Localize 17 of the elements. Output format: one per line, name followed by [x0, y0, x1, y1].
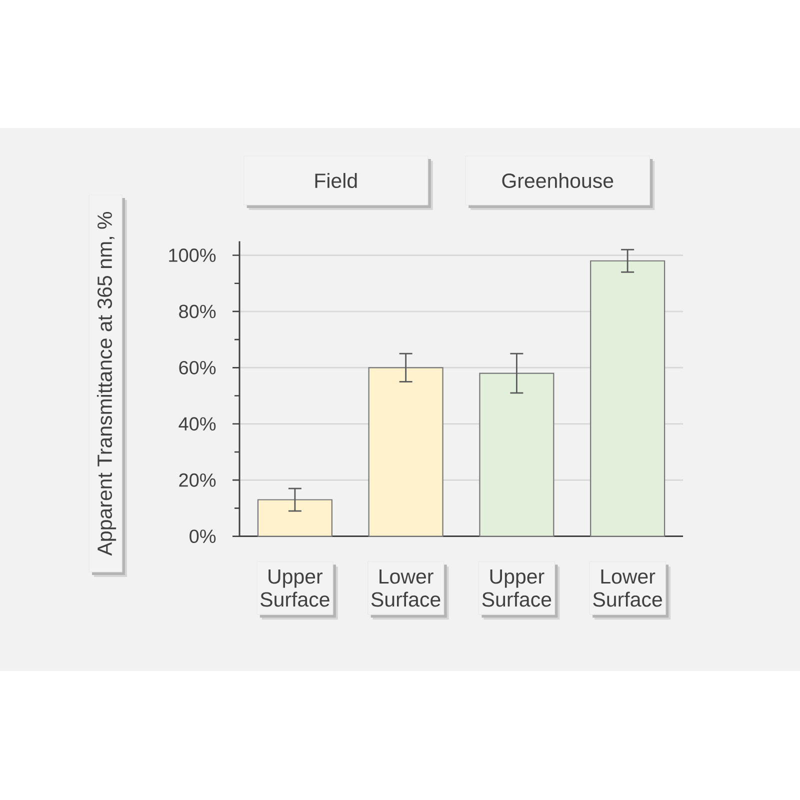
x-tick-label: Lower Surface: [371, 569, 440, 607]
bar: [257, 499, 332, 537]
text: Greenhouse: [502, 172, 614, 188]
x-tick-label: Upper Surface: [260, 569, 330, 607]
y-tick-label: 0%: [190, 530, 216, 544]
y-tick-label: 40%: [178, 417, 216, 431]
y-axis-title: Apparent Transmittance at 365 nm, %: [96, 212, 116, 556]
bar: [479, 372, 554, 537]
x-tick-label: Lower Surface: [593, 569, 662, 607]
y-tick-label: 80%: [179, 304, 216, 318]
y-tick-label: 60%: [179, 360, 216, 374]
text: Field: [315, 172, 357, 188]
x-tick-label: Upper Surface: [482, 569, 552, 607]
bar: [590, 260, 666, 537]
y-tick-label: 20%: [179, 473, 216, 487]
y-tick-label: 100%: [169, 248, 216, 262]
bar: [368, 367, 444, 537]
